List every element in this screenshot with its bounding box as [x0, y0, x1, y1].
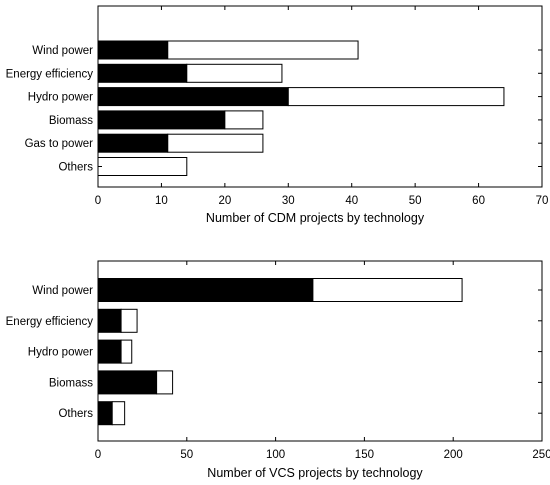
x-tick-label: 150 — [355, 449, 374, 461]
category-label: Biomass — [49, 115, 93, 127]
x-tick-label: 70 — [536, 195, 549, 207]
x-tick-label: 0 — [95, 449, 101, 461]
bar-open — [120, 308, 138, 333]
bar-filled — [97, 133, 169, 153]
x-tick-label: 50 — [180, 449, 193, 461]
x-tick-label: 100 — [266, 449, 285, 461]
cdm-chart: Wind power Energy efficiency Hydro power Bi… — [6, 5, 549, 225]
bar-open — [224, 110, 264, 130]
bar-open — [156, 370, 174, 395]
plot-frame — [97, 260, 543, 442]
x-tick-label: 250 — [532, 449, 550, 461]
bar-open — [186, 63, 283, 83]
category-label: Wind power — [32, 285, 93, 297]
x-tick-label: 20 — [218, 195, 231, 207]
bar-open — [120, 339, 133, 364]
x-tick-label: 200 — [444, 449, 463, 461]
category-label: Energy efficiency — [6, 68, 94, 80]
bar-filled — [97, 40, 169, 60]
category-label: Others — [58, 162, 93, 174]
bar-filled — [97, 87, 289, 107]
x-tick-label: 30 — [282, 195, 295, 207]
x-axis-title: Number of CDM projects by technology — [206, 211, 425, 225]
bar-filled — [97, 110, 226, 130]
bar-open — [287, 87, 505, 107]
bar-open — [167, 133, 264, 153]
category-label: Others — [58, 408, 93, 420]
category-label: Hydro power — [28, 347, 93, 359]
bar-filled — [97, 63, 188, 83]
category-label: Energy efficiency — [6, 316, 94, 328]
x-axis-title: Number of VCS projects by technology — [207, 466, 423, 480]
x-tick-label: 0 — [95, 195, 101, 207]
vcs-chart: Wind power Energy efficiency Hydro power Bi… — [6, 260, 550, 480]
bar-open — [312, 278, 463, 302]
category-label: Hydro power — [28, 92, 93, 104]
bar-filled — [97, 370, 158, 395]
category-label: Biomass — [49, 377, 93, 389]
x-tick-label: 10 — [155, 195, 168, 207]
bar-filled — [97, 278, 314, 302]
category-label: Wind power — [32, 45, 93, 57]
bar-open — [111, 401, 126, 426]
x-tick-label: 50 — [409, 195, 422, 207]
category-label: Gas to power — [25, 138, 94, 150]
x-tick-label: 40 — [345, 195, 358, 207]
x-tick-label: 60 — [472, 195, 485, 207]
bar-open — [167, 40, 359, 60]
bar-open — [97, 157, 188, 176]
plot-frame — [97, 5, 543, 188]
